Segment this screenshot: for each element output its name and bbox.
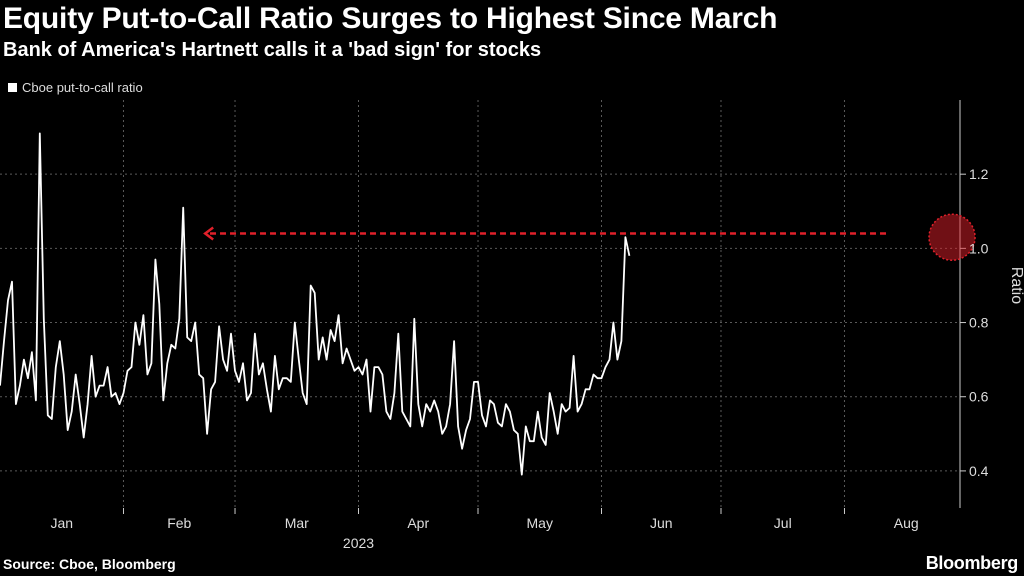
- x-tick-label: Jun: [650, 515, 673, 531]
- grid-layer: [0, 100, 960, 508]
- axis-layer: [122, 100, 966, 514]
- x-tick-label: Jul: [774, 515, 792, 531]
- annotation-layer: [203, 213, 976, 261]
- x-tick-label: Mar: [285, 515, 309, 531]
- y-tick-label: 0.4: [969, 463, 989, 479]
- chart-title: Equity Put-to-Call Ratio Surges to Highe…: [3, 2, 778, 35]
- x-tick-label: May: [527, 515, 553, 531]
- y-axis-label: Ratio: [1008, 267, 1024, 304]
- x-axis-label: 2023: [343, 535, 374, 551]
- y-tick-label: 0.8: [969, 315, 989, 331]
- x-tick-label: Aug: [894, 515, 919, 531]
- highlight-circle: [928, 213, 976, 261]
- label-layer: 0.4 0.6 0.8 1.0 1.2 Jan Feb Mar Apr May Jun Jul Aug 2…: [50, 166, 1024, 551]
- bloomberg-logo: Bloomberg: [925, 553, 1019, 573]
- series-layer: [0, 132, 631, 476]
- y-tick-label: 0.6: [969, 389, 989, 405]
- reference-arrow-head: [203, 226, 214, 241]
- x-tick-label: Apr: [407, 515, 429, 531]
- chart-subtitle: Bank of America's Hartnett calls it a 'b…: [3, 39, 542, 61]
- legend-label: Cboe put-to-call ratio: [22, 80, 143, 95]
- x-tick-label: Jan: [50, 515, 73, 531]
- legend: Cboe put-to-call ratio: [8, 80, 143, 95]
- source-note: Source: Cboe, Bloomberg: [3, 556, 176, 572]
- y-tick-label: 1.2: [969, 166, 989, 182]
- x-tick-label: Feb: [167, 515, 191, 531]
- series-line-put-call-ratio: [0, 132, 631, 476]
- y-tick-label: 1.0: [969, 240, 989, 256]
- legend-swatch: [8, 83, 17, 92]
